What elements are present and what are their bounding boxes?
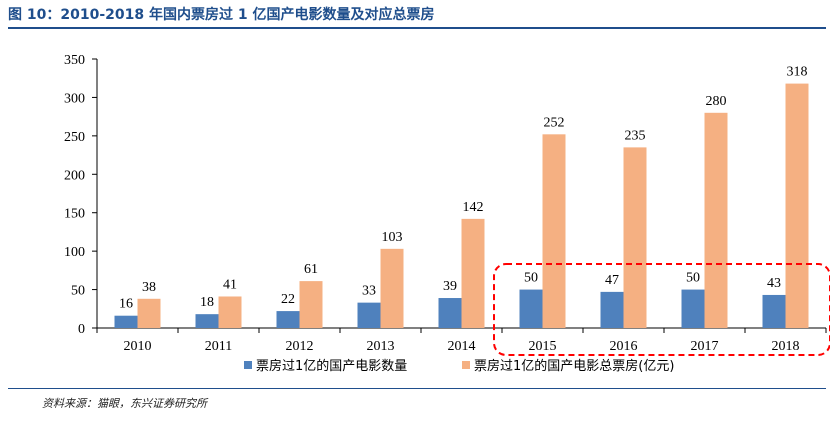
data-label-box-office: 41 xyxy=(223,277,237,292)
bar-box-office xyxy=(704,112,728,328)
data-label-count: 50 xyxy=(686,271,700,286)
bar-box-office xyxy=(785,83,809,328)
data-label-count: 16 xyxy=(119,297,133,312)
y-tick-label: 50 xyxy=(71,284,85,299)
y-tick-label: 200 xyxy=(64,168,85,183)
y-tick-label: 150 xyxy=(64,207,85,222)
data-label-count: 47 xyxy=(605,273,619,288)
data-labels-group: 16 38 18 41 22 61 33 103 39 142 50 252 47 235 50 280 43 3… xyxy=(119,65,808,312)
x-tick-label: 2015 xyxy=(529,339,557,354)
legend-item-box-office-label: 票房过1亿的国产电影总票房(亿元) xyxy=(474,358,674,374)
bar-count xyxy=(681,289,705,328)
y-tick-label: 300 xyxy=(64,91,85,106)
highlight-box-group xyxy=(493,263,830,356)
data-label-count: 43 xyxy=(767,276,781,291)
highlight-box xyxy=(493,263,830,356)
x-tick-label: 2013 xyxy=(367,339,395,354)
x-tick-label: 2014 xyxy=(448,339,476,354)
data-label-box-office: 38 xyxy=(142,280,156,295)
y-tick-label: 0 xyxy=(78,322,85,337)
data-label-box-office: 103 xyxy=(382,230,403,245)
data-label-box-office: 61 xyxy=(304,262,318,277)
y-tick-label: 250 xyxy=(64,130,85,145)
x-tick-label: 2010 xyxy=(124,339,152,354)
x-tick-label: 2016 xyxy=(610,339,638,354)
data-label-count: 22 xyxy=(281,292,295,307)
legend-item-box-office-swatch xyxy=(462,361,470,369)
bar-count xyxy=(519,289,543,328)
bar-count xyxy=(762,294,786,328)
y-axis: 0 50 100 150 200 250 300 350 xyxy=(64,53,98,337)
bar-count xyxy=(276,311,300,328)
footer-rule xyxy=(8,388,826,389)
x-tick-label: 2017 xyxy=(691,339,719,354)
data-label-box-office: 280 xyxy=(706,94,727,109)
bar-count xyxy=(195,314,219,328)
bar-box-office xyxy=(380,248,404,328)
bar-box-office xyxy=(299,281,323,328)
source-note: 资料来源：猫眼，东兴证券研究所 xyxy=(42,397,207,410)
bar-box-office xyxy=(623,147,647,328)
bars-group xyxy=(114,83,809,328)
bar-count xyxy=(438,298,462,328)
data-label-box-office: 252 xyxy=(544,115,565,130)
figure-title: 图 10：2010-2018 年国内票房过 1 亿国产电影数量及对应总票房 xyxy=(8,7,435,23)
data-label-box-office: 142 xyxy=(463,200,484,215)
data-label-count: 39 xyxy=(443,279,457,294)
bar-box-office xyxy=(461,218,485,328)
data-label-box-office: 235 xyxy=(625,128,646,143)
data-label-count: 33 xyxy=(362,284,376,299)
bar-count xyxy=(114,315,138,328)
data-label-count: 18 xyxy=(200,295,214,310)
x-tick-label: 2011 xyxy=(205,339,232,354)
data-label-count: 50 xyxy=(524,271,538,286)
bar-box-office xyxy=(137,298,161,328)
legend-item-count-label: 票房过1亿的国产电影数量 xyxy=(256,358,407,374)
bar-box-office xyxy=(542,134,566,328)
bar-box-office xyxy=(218,296,242,328)
data-label-box-office: 318 xyxy=(787,65,808,80)
x-axis: 2010 2011 2012 2013 2014 2015 2016 2017 2018 xyxy=(96,327,827,354)
bar-count xyxy=(357,302,381,328)
y-tick-label: 350 xyxy=(64,53,85,68)
x-tick-label: 2012 xyxy=(286,339,314,354)
legend-item-count-swatch xyxy=(244,361,252,369)
x-tick-label: 2018 xyxy=(772,339,800,354)
title-rule xyxy=(8,27,826,29)
legend: 票房过1亿的国产电影数量 票房过1亿的国产电影总票房(亿元) xyxy=(244,358,674,374)
bar-count xyxy=(600,291,624,328)
y-tick-label: 100 xyxy=(64,245,85,260)
